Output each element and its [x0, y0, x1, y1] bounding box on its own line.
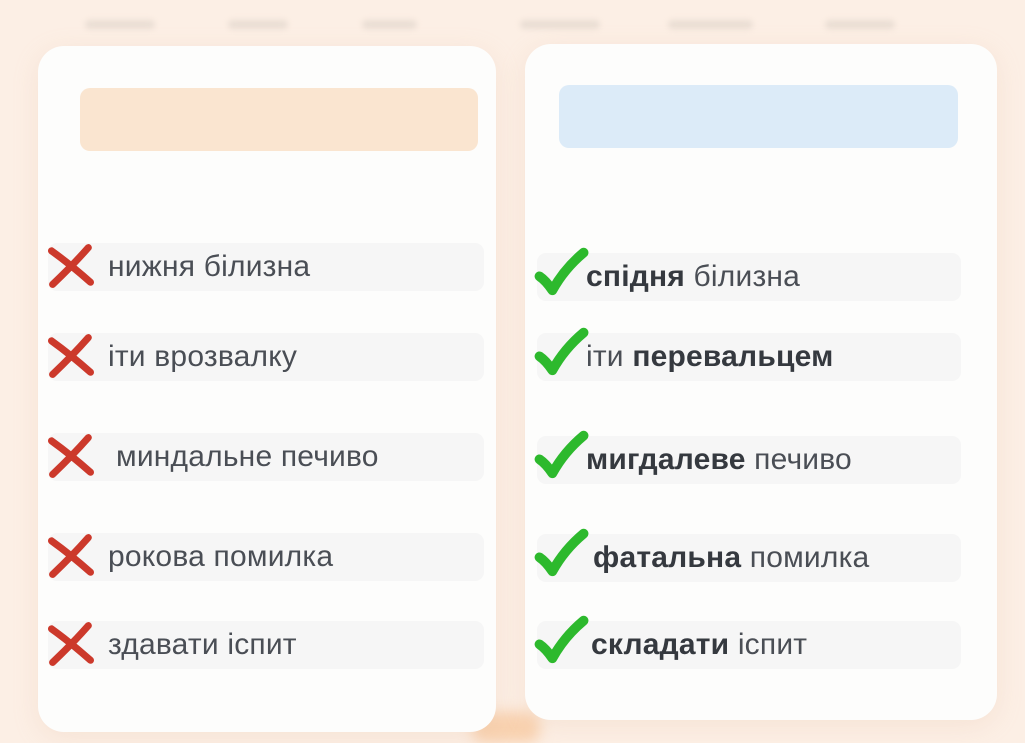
item-text: мигдалеве печиво	[586, 443, 852, 476]
list-item: миндальне печиво	[47, 433, 484, 481]
blur-artifact	[668, 20, 753, 29]
item-text: здавати іспит	[108, 628, 297, 661]
list-item: складати іспит	[534, 615, 961, 669]
blur-artifact	[362, 20, 417, 29]
correct-phrases-card: спідня білизна іти перевальцем мигдалеве…	[525, 44, 997, 720]
item-text: іти перевальцем	[586, 340, 834, 373]
item-text: складати іспит	[591, 628, 808, 661]
blur-artifact	[228, 20, 288, 29]
list-item: нижня білизна	[47, 243, 484, 291]
list-item: іти врозвалку	[47, 333, 484, 381]
item-text: рокова помилка	[108, 540, 334, 573]
item-text: спідня білизна	[586, 260, 801, 293]
blur-artifact	[825, 20, 895, 29]
blur-artifact	[85, 20, 155, 29]
blur-artifact	[520, 20, 600, 29]
list-item: фатальна помилка	[534, 528, 961, 582]
item-text: миндальне печиво	[116, 440, 379, 473]
list-item: іти перевальцем	[534, 327, 961, 381]
list-item: рокова помилка	[47, 533, 484, 581]
item-text: іти врозвалку	[108, 340, 298, 373]
item-text: фатальна помилка	[593, 541, 870, 574]
list-item: спідня білизна	[534, 247, 961, 301]
list-item: мигдалеве печиво	[534, 430, 961, 484]
wrong-header-bar	[80, 88, 478, 151]
list-item: здавати іспит	[47, 621, 484, 669]
item-text: нижня білизна	[108, 250, 311, 283]
wrong-phrases-card: нижня білизна іти врозвалку миндальне пе…	[38, 46, 496, 732]
correct-header-bar	[559, 85, 958, 148]
